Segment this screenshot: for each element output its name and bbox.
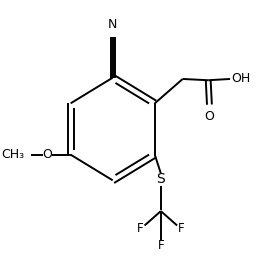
Text: S: S bbox=[157, 172, 165, 186]
Text: F: F bbox=[158, 239, 164, 252]
Text: CH₃: CH₃ bbox=[1, 148, 25, 161]
Text: O: O bbox=[205, 110, 214, 123]
Text: OH: OH bbox=[231, 72, 251, 85]
Text: F: F bbox=[137, 222, 144, 235]
Text: F: F bbox=[178, 222, 185, 235]
Text: N: N bbox=[108, 18, 117, 31]
Text: O: O bbox=[43, 148, 53, 161]
